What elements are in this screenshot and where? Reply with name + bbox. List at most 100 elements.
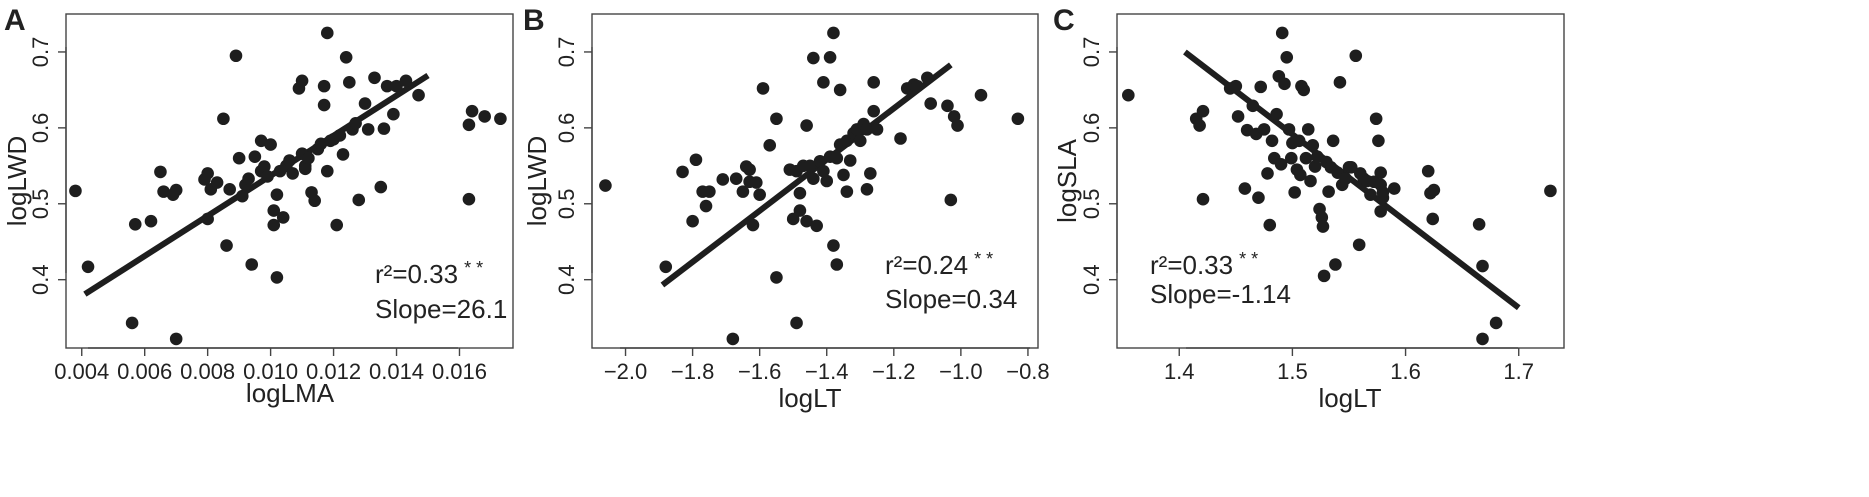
panel-c-r2-annotation: r²=0.33 * * (1150, 249, 1258, 280)
panel-b-data-point (867, 104, 880, 118)
panel-a-x-tick-label: 0.012 (306, 359, 361, 384)
panel-b-data-point (843, 154, 857, 167)
panel-c-y-tick-label: 0.6 (1079, 113, 1104, 144)
panel-c-marks (1122, 26, 1557, 346)
panel-a-data-point (478, 110, 491, 123)
panel-c-data-point (1364, 188, 1377, 201)
panel-b-regression-line (660, 62, 953, 288)
panel-b-data-point (800, 119, 813, 132)
panel-b-data-point (813, 154, 827, 168)
panel-a-data-point (261, 170, 274, 183)
panel-c-data-point (1294, 168, 1307, 182)
panel-a-data-point (264, 138, 277, 151)
panel-b-data-point (853, 134, 867, 148)
panel-b-data-point (703, 185, 716, 198)
panel-c-data-point (1427, 183, 1441, 197)
panel-a-data-point (220, 239, 233, 252)
panel-a-data-point (210, 176, 224, 189)
panel-a-data-point (349, 117, 362, 130)
panel-a-data-point (462, 192, 476, 206)
panel-b-data-point (689, 153, 703, 167)
panel-c-data-point (1278, 77, 1291, 91)
panel-c-data-point (1308, 160, 1322, 173)
panel-c-y-tick-label: 0.4 (1079, 264, 1104, 295)
panel-c-data-point (1275, 26, 1289, 40)
panel-a-data-point (217, 112, 230, 126)
panel-c-data-point (1544, 184, 1557, 198)
panel-a-data-point (412, 88, 425, 102)
panel-b-data-point (867, 76, 880, 89)
panel-a-y-axis-title: logLWD (2, 136, 32, 227)
panel-c-data-point (1317, 269, 1331, 283)
panel-c-data-point (1196, 104, 1210, 118)
panel-b-x-tick-label: −1.2 (872, 359, 915, 384)
panel-a-data-point (232, 151, 246, 165)
panel-a-data-point (308, 194, 321, 208)
panel-a-data-point (380, 79, 394, 93)
panel-a-data-point (377, 122, 391, 135)
panel-c-data-point (1421, 164, 1435, 178)
panel-a-data-point (317, 79, 331, 93)
panel-c-data-point (1387, 182, 1401, 195)
panel-a-x-tick-label: 0.014 (369, 359, 424, 384)
panel-b-data-point (833, 83, 847, 97)
panel-b-x-tick-label: −2.0 (604, 359, 647, 384)
panel-b-data-point (699, 199, 713, 213)
panel-b-data-point (746, 218, 760, 232)
panel-b-data-point (790, 316, 803, 330)
panel-c-data-point (1263, 218, 1277, 232)
panel-a-x-tick-label: 0.006 (117, 359, 172, 384)
panel-c-data-point (1333, 76, 1347, 89)
panel-b-data-point (837, 168, 850, 182)
panel-b-data-point (686, 214, 699, 228)
panel-c-data-point (1304, 174, 1317, 188)
panel-b-letter: B (523, 4, 545, 37)
panel-b-data-point (599, 179, 612, 192)
panel-b-data-point (830, 258, 844, 271)
panel-b-x-tick-label: −1.8 (671, 359, 714, 384)
panel-a: A 0.004 0.006 0.008 0.010 0.012 0.014 0.016 0.4… (2, 4, 514, 408)
panel-b-data-point (944, 193, 958, 207)
panel-b-data-point (941, 99, 954, 113)
panel-b-y-tick-label: 0.4 (554, 264, 579, 295)
panel-a-data-point (258, 160, 271, 173)
panel-c-data-point (1322, 185, 1335, 198)
panel-a-x-tick-label: 0.016 (432, 359, 487, 384)
panel-c-ticks: 1.4 1.5 1.6 1.7 0.4 0.5 0.6 0.7 (1079, 37, 1534, 384)
panel-b-data-point (770, 112, 783, 126)
panel-b-data-point (860, 123, 874, 136)
panel-b-data-point (786, 212, 800, 226)
panel-a-data-point (276, 211, 290, 224)
panel-c-data-point (1274, 158, 1288, 171)
panel-b-data-point (756, 82, 770, 95)
panel-c-y-tick-label: 0.7 (1079, 37, 1104, 68)
panel-c-data-point (1349, 49, 1363, 63)
panel-b-data-point (860, 183, 874, 196)
panel-b-data-point (817, 164, 830, 178)
panel-b-data-point (750, 176, 763, 189)
panel-b-data-point (770, 271, 783, 284)
panel-b-data-point (659, 260, 673, 274)
panel-a-y-tick-label: 0.7 (28, 37, 53, 68)
panel-c-y-axis-title: logSLA (1052, 138, 1082, 222)
panel-b-data-point (823, 50, 837, 64)
panel-a-data-point (358, 97, 372, 110)
panel-b-data-point (817, 76, 830, 89)
panel-c-data-point (1288, 186, 1301, 199)
panel-c-x-tick-label: 1.6 (1390, 359, 1421, 384)
panel-b-r2-annotation: r²=0.24 * * (885, 249, 993, 280)
panel-c-data-point (1261, 167, 1274, 180)
panel-a-r2-annotation: r²=0.33 * * (375, 258, 483, 289)
panel-c-x-axis-title: logLT (1318, 383, 1381, 413)
panel-b-data-point (807, 51, 820, 65)
panel-a-data-point (248, 150, 262, 164)
panel-b-ticks: −2.0 −1.8 −1.6 −1.4 −1.2 −1.0 −0.8 0.4 0.5 0.6 0.7 (554, 37, 1050, 384)
panel-c-data-point (1231, 110, 1245, 123)
panel-a-letter: A (4, 4, 26, 37)
panel-b-y-tick-label: 0.6 (554, 113, 579, 144)
panel-a-data-point (229, 49, 243, 63)
panel-c: C 1.4 1.5 1.6 1.70.40.50.60.7 logLT logSLA … (1052, 4, 1565, 413)
panel-c-data-point (1238, 182, 1252, 195)
panel-b-data-point (793, 186, 807, 200)
panel-c-data-point (1326, 134, 1340, 148)
